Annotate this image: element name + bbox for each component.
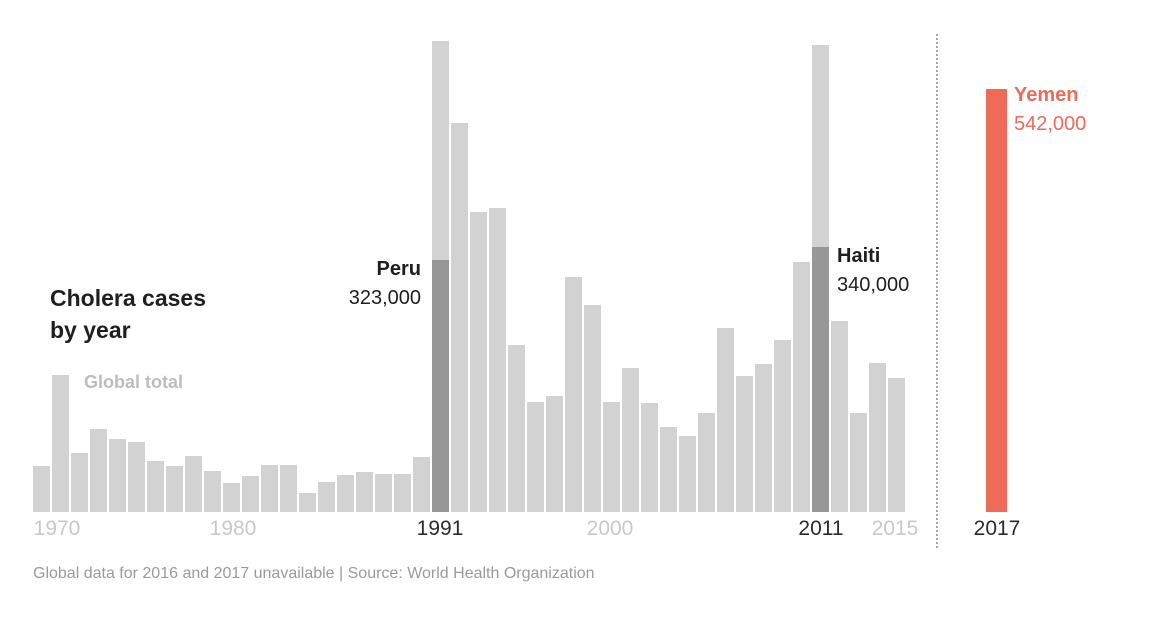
annotation-peru: Peru 323,000 — [221, 255, 421, 313]
bar-1994 — [489, 208, 506, 512]
bar-1977 — [166, 466, 183, 512]
bar-1984 — [299, 493, 316, 512]
bar-2015 — [888, 378, 905, 512]
bar-2009 — [774, 340, 791, 512]
legend-global-total-label: Global total — [84, 372, 183, 392]
annotation-haiti-name: Haiti — [837, 245, 881, 267]
bar-1987 — [356, 472, 373, 512]
bar-2007 — [736, 376, 753, 512]
x-tick-2015: 2015 — [871, 517, 919, 540]
bar-1983 — [280, 465, 297, 512]
bar-2013 — [850, 413, 867, 512]
source-note: Global data for 2016 and 2017 unavailabl… — [33, 565, 595, 582]
annotation-peru-name: Peru — [376, 258, 421, 280]
bar-2003 — [660, 427, 677, 512]
bar-1991-peru-segment — [432, 260, 449, 512]
bar-1974 — [109, 439, 126, 512]
bar-1996 — [527, 402, 544, 512]
bar-2011-haiti-segment — [812, 247, 829, 512]
bar-1970 — [33, 466, 50, 512]
x-tick-1970: 1970 — [33, 517, 81, 540]
annotation-haiti: Haiti 340,000 — [837, 242, 909, 300]
bar-1979 — [204, 471, 221, 512]
annotation-yemen-value: 542,000 — [1014, 113, 1087, 135]
bar-2008 — [755, 364, 772, 512]
x-tick-2000: 2000 — [586, 517, 634, 540]
bar-1993 — [470, 212, 487, 512]
bar-2005 — [698, 413, 715, 512]
x-tick-1980: 1980 — [209, 517, 257, 540]
bar-2011-rest-of-world — [812, 45, 829, 247]
annotation-yemen: Yemen 542,000 — [1014, 81, 1086, 139]
bar-1985 — [318, 482, 335, 512]
bar-1973 — [90, 429, 107, 512]
bar-1989 — [394, 474, 411, 512]
bar-1988 — [375, 474, 392, 512]
bar-1986 — [337, 475, 354, 512]
bar-2010 — [793, 262, 810, 512]
bar-1981 — [242, 476, 259, 512]
bar-2004 — [679, 436, 696, 512]
bar-1972 — [71, 453, 88, 512]
bar-2012 — [831, 321, 848, 512]
bar-1980 — [223, 483, 240, 512]
bar-1990 — [413, 457, 430, 512]
x-tick-2011: 2011 — [798, 517, 844, 540]
bar-2011 — [812, 45, 829, 512]
bar-2014 — [869, 363, 886, 512]
dotted-divider-line — [936, 34, 938, 548]
bar-1991 — [432, 41, 449, 512]
annotation-yemen-name: Yemen — [1014, 84, 1079, 106]
bar-1998 — [565, 277, 582, 512]
x-tick-2017: 2017 — [973, 517, 1021, 540]
bar-1975 — [128, 442, 145, 512]
bar-1978 — [185, 456, 202, 512]
chart-title: Cholera cases by year — [50, 285, 206, 343]
bar-2006 — [717, 328, 734, 512]
bar-2000 — [603, 402, 620, 512]
bar-1971 — [52, 375, 69, 512]
annotation-peru-value: 323,000 — [348, 287, 421, 309]
bar-1999 — [584, 305, 601, 512]
x-tick-1991: 1991 — [416, 517, 464, 540]
bar-2002 — [641, 403, 658, 512]
bar-1991-rest-of-world — [432, 41, 449, 260]
bar-1976 — [147, 461, 164, 512]
annotation-haiti-value: 340,000 — [837, 274, 910, 296]
bar-2001 — [622, 368, 639, 512]
bar-2017-yemen — [986, 89, 1007, 512]
bar-1997 — [546, 396, 563, 512]
bar-1992 — [451, 123, 468, 512]
bar-1982 — [261, 465, 278, 512]
bar-1995 — [508, 345, 525, 512]
